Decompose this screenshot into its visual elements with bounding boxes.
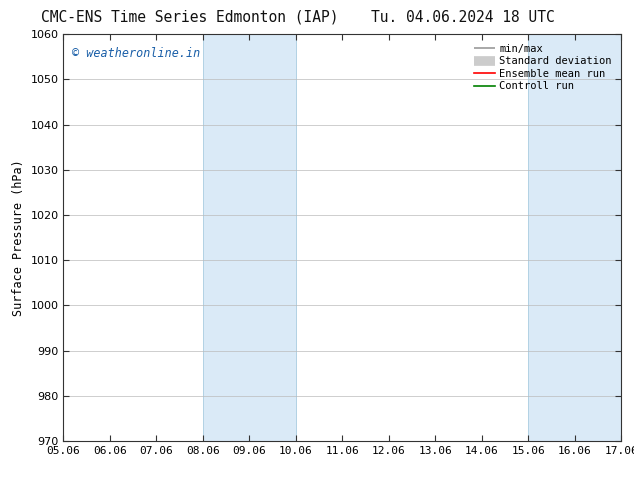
Bar xyxy=(203,34,296,441)
Text: © weatheronline.in: © weatheronline.in xyxy=(72,47,200,59)
Bar xyxy=(528,34,621,441)
Legend: min/max, Standard deviation, Ensemble mean run, Controll run: min/max, Standard deviation, Ensemble me… xyxy=(470,40,616,96)
Text: CMC-ENS Time Series Edmonton (IAP): CMC-ENS Time Series Edmonton (IAP) xyxy=(41,10,339,24)
Y-axis label: Surface Pressure (hPa): Surface Pressure (hPa) xyxy=(12,159,25,316)
Text: Tu. 04.06.2024 18 UTC: Tu. 04.06.2024 18 UTC xyxy=(371,10,555,24)
